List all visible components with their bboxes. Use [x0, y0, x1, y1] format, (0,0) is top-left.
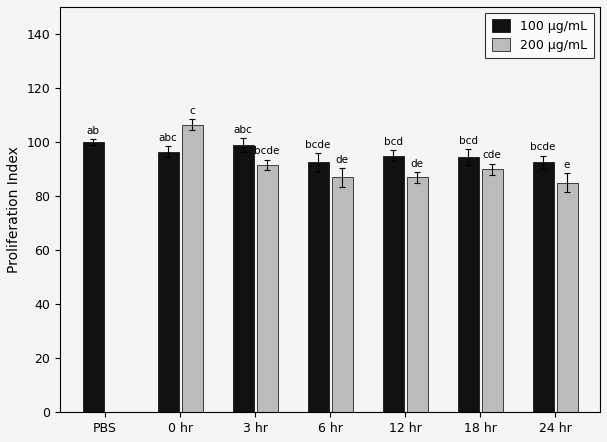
Text: de: de: [410, 159, 424, 168]
Bar: [557, 183, 577, 412]
Text: c: c: [189, 106, 195, 116]
Bar: [181, 125, 203, 412]
Bar: [232, 145, 254, 412]
Bar: [257, 165, 277, 412]
Text: bcde: bcde: [305, 140, 331, 150]
Text: bcd: bcd: [384, 137, 402, 147]
Y-axis label: Proliferation Index: Proliferation Index: [7, 146, 21, 273]
Text: abc: abc: [234, 125, 253, 135]
Legend: 100 μg/mL, 200 μg/mL: 100 μg/mL, 200 μg/mL: [486, 13, 594, 58]
Bar: [532, 162, 554, 412]
Bar: [458, 157, 478, 412]
Bar: [83, 142, 104, 412]
Bar: [382, 156, 404, 412]
Text: e: e: [564, 160, 570, 170]
Bar: [331, 177, 353, 412]
Text: ab: ab: [87, 126, 100, 136]
Text: bcde: bcde: [531, 142, 556, 152]
Text: de: de: [336, 155, 348, 164]
Bar: [481, 169, 503, 412]
Bar: [407, 177, 427, 412]
Text: abc: abc: [158, 133, 177, 143]
Bar: [308, 162, 328, 412]
Text: bcde: bcde: [254, 146, 280, 156]
Text: bcd: bcd: [458, 136, 478, 145]
Text: cde: cde: [483, 150, 501, 160]
Bar: [158, 152, 178, 412]
